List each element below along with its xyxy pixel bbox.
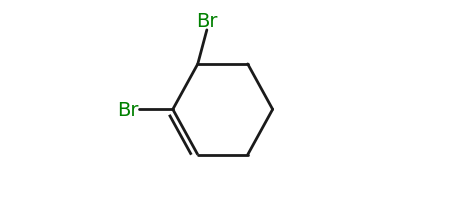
- Text: Br: Br: [196, 12, 218, 31]
- Text: Br: Br: [117, 100, 139, 119]
